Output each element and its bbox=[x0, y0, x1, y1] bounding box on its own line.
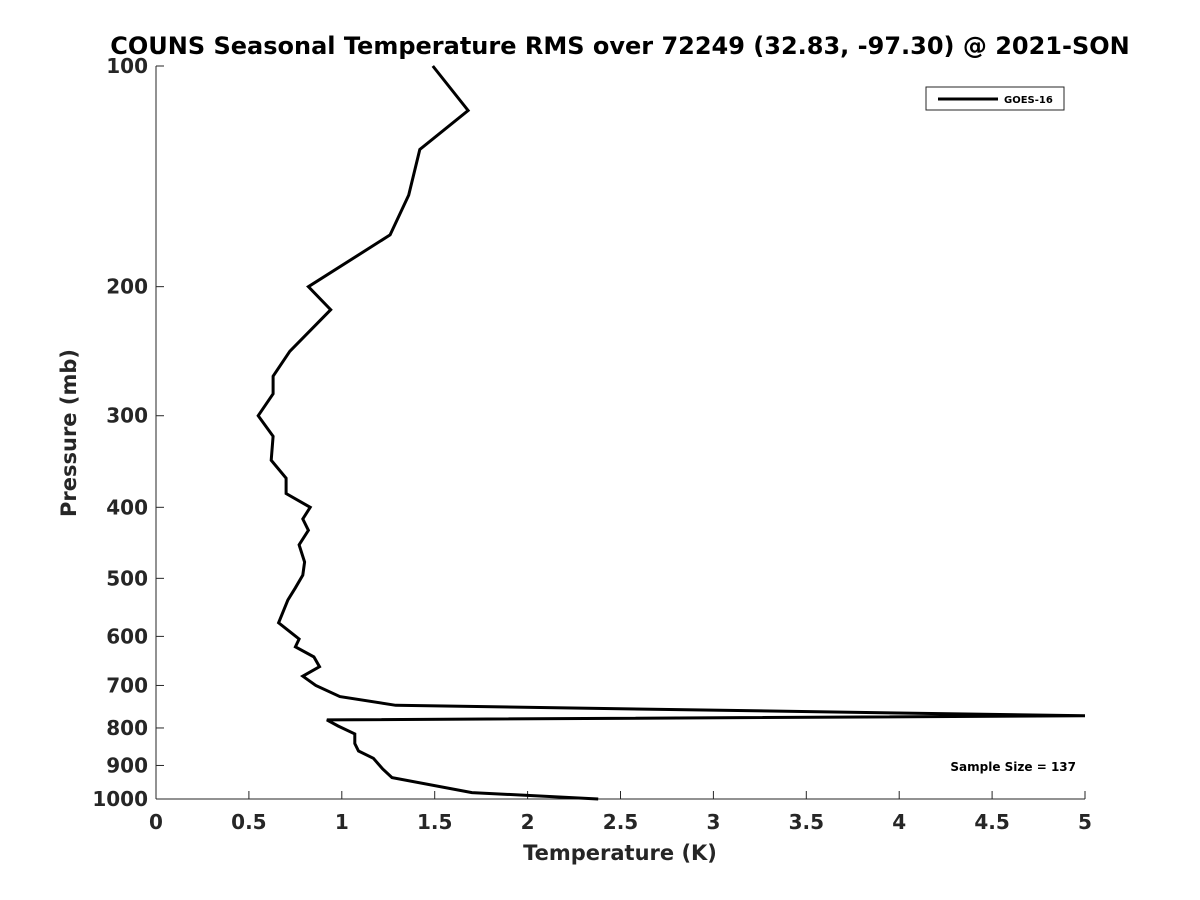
y-tick-label: 200 bbox=[106, 275, 148, 299]
x-tick-label: 3 bbox=[706, 810, 720, 834]
y-ticks: 100 200 300 400 500 600 700 800 900 1000 bbox=[92, 54, 164, 811]
y-tick-label: 400 bbox=[106, 495, 148, 519]
series-line-goes-16 bbox=[256, 65, 1086, 801]
y-tick-label: 600 bbox=[106, 624, 148, 648]
legend-label: GOES-16 bbox=[1004, 95, 1053, 106]
y-tick-label: 900 bbox=[106, 753, 148, 777]
x-tick-label: 1 bbox=[335, 810, 349, 834]
y-tick-label: 100 bbox=[106, 54, 148, 78]
x-tick-label: 0.5 bbox=[231, 810, 266, 834]
x-tick-label: 3.5 bbox=[789, 810, 824, 834]
x-tick-label: 0 bbox=[149, 810, 163, 834]
x-tick-label: 4 bbox=[892, 810, 906, 834]
x-tick-label: 5 bbox=[1078, 810, 1092, 834]
y-tick-label: 1000 bbox=[92, 787, 148, 811]
x-axis-label: Temperature (K) bbox=[523, 841, 717, 865]
sample-size-annotation: Sample Size = 137 bbox=[950, 760, 1076, 774]
chart-title: COUNS Seasonal Temperature RMS over 7224… bbox=[110, 32, 1130, 60]
y-tick-label: 500 bbox=[106, 566, 148, 590]
y-tick-label: 700 bbox=[106, 673, 148, 697]
y-tick-label: 300 bbox=[106, 404, 148, 428]
x-tick-label: 4.5 bbox=[974, 810, 1009, 834]
legend: GOES-16 bbox=[925, 86, 1065, 111]
x-tick-label: 1.5 bbox=[417, 810, 452, 834]
y-tick-label: 800 bbox=[106, 716, 148, 740]
x-ticks: 0 0.5 1 1.5 2 2.5 3 3.5 4 4.5 5 bbox=[149, 791, 1092, 834]
x-tick-label: 2 bbox=[521, 810, 535, 834]
x-tick-label: 2.5 bbox=[603, 810, 638, 834]
y-axis-label: Pressure (mb) bbox=[57, 349, 81, 517]
